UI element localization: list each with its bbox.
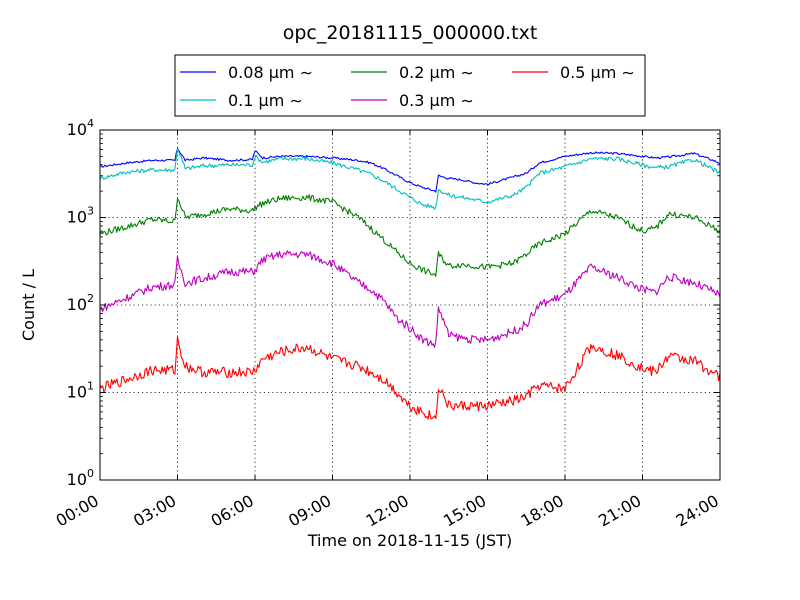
y-axis-label: Count / L — [19, 269, 38, 341]
y-tick-label: 102 — [67, 292, 94, 314]
series-lines — [99, 148, 721, 420]
y-tick-label: 103 — [67, 205, 94, 227]
y-tick-label: 100 — [67, 467, 94, 489]
x-tick-label: 00:00 — [53, 491, 102, 531]
series-line-2 — [99, 194, 721, 277]
series-line-0 — [99, 148, 721, 193]
legend-label: 0.08 μm ∼ — [228, 63, 313, 82]
legend-label: 0.1 μm ∼ — [228, 91, 303, 110]
series-line-4 — [99, 335, 721, 420]
x-tick-label: 24:00 — [673, 491, 722, 531]
x-tick-label: 09:00 — [285, 491, 334, 531]
y-ticks: 100 101 102 103 104 — [67, 117, 720, 489]
legend-label: 0.3 μm ∼ — [399, 91, 474, 110]
legend-box — [174, 54, 646, 117]
grid — [100, 130, 720, 480]
x-tick-label: 06:00 — [208, 491, 257, 531]
chart-title: opc_20181115_000000.txt — [283, 22, 538, 44]
series-line-3 — [99, 250, 721, 348]
y-tick-label: 101 — [67, 380, 94, 402]
legend-label: 0.2 μm ∼ — [399, 63, 474, 82]
x-ticks: 00:00 03:00 06:00 09:00 12:00 15:00 18:00 21:00… — [53, 130, 722, 531]
legend: 0.08 μm ∼ 0.1 μm ∼ 0.2 μm ∼ 0.3 μm ∼ 0.5 μm … — [174, 54, 646, 117]
x-tick-label: 18:00 — [518, 491, 567, 531]
y-tick-label: 104 — [67, 117, 94, 139]
legend-label: 0.5 μm ∼ — [560, 63, 635, 82]
x-axis-label: Time on 2018-11-15 (JST) — [307, 531, 512, 550]
x-tick-label: 03:00 — [130, 491, 179, 531]
x-tick-label: 15:00 — [440, 491, 489, 531]
x-tick-label: 21:00 — [595, 491, 644, 531]
series-line-1 — [99, 148, 721, 210]
x-tick-label: 12:00 — [363, 491, 412, 531]
